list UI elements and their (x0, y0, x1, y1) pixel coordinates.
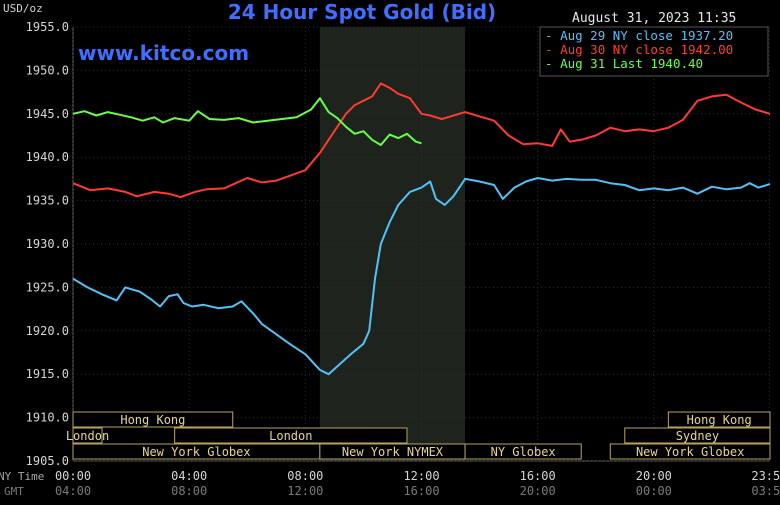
y-tick-label: 1955.0 (26, 20, 69, 34)
legend-label-aug30: Aug 30 NY close 1942.00 (560, 42, 733, 57)
session-bar (667, 411, 771, 428)
legend: - Aug 29 NY close 1937.20 - Aug 30 NY cl… (539, 26, 769, 77)
legend-item-aug29: - Aug 29 NY close 1937.20 (545, 28, 733, 43)
x-tick-label-gmt: 20:00 (520, 484, 556, 498)
session-label: New York Globex (636, 445, 744, 459)
x-tick-label-gmt: 04:00 (55, 484, 91, 498)
x-tick-label-gmt: 08:00 (171, 484, 207, 498)
y-tick-label: 1930.0 (26, 237, 69, 251)
y-tick-label: 1905.0 (26, 454, 69, 468)
legend-item-aug31: - Aug 31 Last 1940.40 (545, 56, 703, 71)
legend-label-aug29: Aug 29 NY close 1937.20 (560, 28, 733, 43)
x-tick-label-gmt: 12:00 (287, 484, 323, 498)
y-tick-labels: 1955.0 1950.0 1945.0 1940.0 1935.0 1930.0 1925… (26, 20, 69, 468)
legend-item-aug30: - Aug 30 NY close 1942.00 (545, 42, 733, 57)
y-tick-label: 1950.0 (26, 63, 69, 77)
x-tick-label-gmt: 00:00 (636, 484, 672, 498)
x-tick-label-ny: 04:00 (171, 469, 207, 483)
y-tick-label: 1945.0 (26, 107, 69, 121)
x-tick-label-ny: 16:00 (520, 469, 556, 483)
session-label: Hong Kong (687, 413, 752, 427)
chart-datetime: August 31, 2023 11:35 (572, 11, 736, 26)
session-label: Sydney (676, 429, 719, 443)
session-label: New York Globex (142, 445, 250, 459)
gmt-row-label: GMT (4, 485, 24, 498)
x-tick-labels: 00:0004:0004:0008:0008:0012:0012:0016:00… (55, 469, 780, 498)
x-tick-label-ny: 23:59 (751, 469, 780, 483)
x-tick-label-ny: 20:00 (636, 469, 672, 483)
y-tick-label: 1915.0 (26, 367, 69, 381)
unit-label: USD/oz (3, 2, 43, 15)
session-bar (609, 443, 771, 460)
session-bar (464, 443, 582, 460)
chart-title: 24 Hour Spot Gold (Bid) (228, 0, 496, 24)
price-series (72, 82, 771, 376)
nymex-session-highlight (319, 27, 466, 461)
session-bar (72, 427, 103, 444)
legend-box (539, 26, 769, 77)
session-label: London (66, 429, 109, 443)
legend-marker-aug29: - (545, 28, 553, 43)
x-tick-label-ny: 12:00 (403, 469, 439, 483)
session-bar (174, 427, 408, 444)
y-tick-label: 1935.0 (26, 194, 69, 208)
y-tick-label: 1925.0 (26, 280, 69, 294)
session-label: London (269, 429, 312, 443)
trading-sessions: Hong Kong Hong Kong London London Sydney New … (66, 411, 771, 460)
series-line-aug-30 (72, 82, 771, 199)
x-tick-label-gmt: 03:59 (751, 484, 780, 498)
series-line-aug-31 (72, 97, 422, 146)
session-bar (624, 427, 771, 444)
session-bar (72, 411, 234, 428)
x-tick-label-gmt: 16:00 (403, 484, 439, 498)
y-tick-label: 1910.0 (26, 411, 69, 425)
y-tick-label: 1920.0 (26, 324, 69, 338)
session-label: Hong Kong (120, 413, 185, 427)
session-label: NY Globex (491, 445, 556, 459)
x-tick-label-ny: 00:00 (55, 469, 91, 483)
watermark-url: www.kitco.com (78, 41, 249, 65)
legend-marker-aug30: - (545, 42, 553, 57)
ny-time-row-label: NY Time (0, 470, 44, 483)
legend-label-aug31: Aug 31 Last 1940.40 (560, 56, 703, 71)
series-line-aug-29 (72, 177, 771, 376)
session-label: New York NYMEX (342, 445, 444, 459)
x-tick-label-ny: 08:00 (287, 469, 323, 483)
grid (72, 26, 770, 462)
y-tick-label: 1940.0 (26, 150, 69, 164)
legend-marker-aug31: - (545, 56, 553, 71)
